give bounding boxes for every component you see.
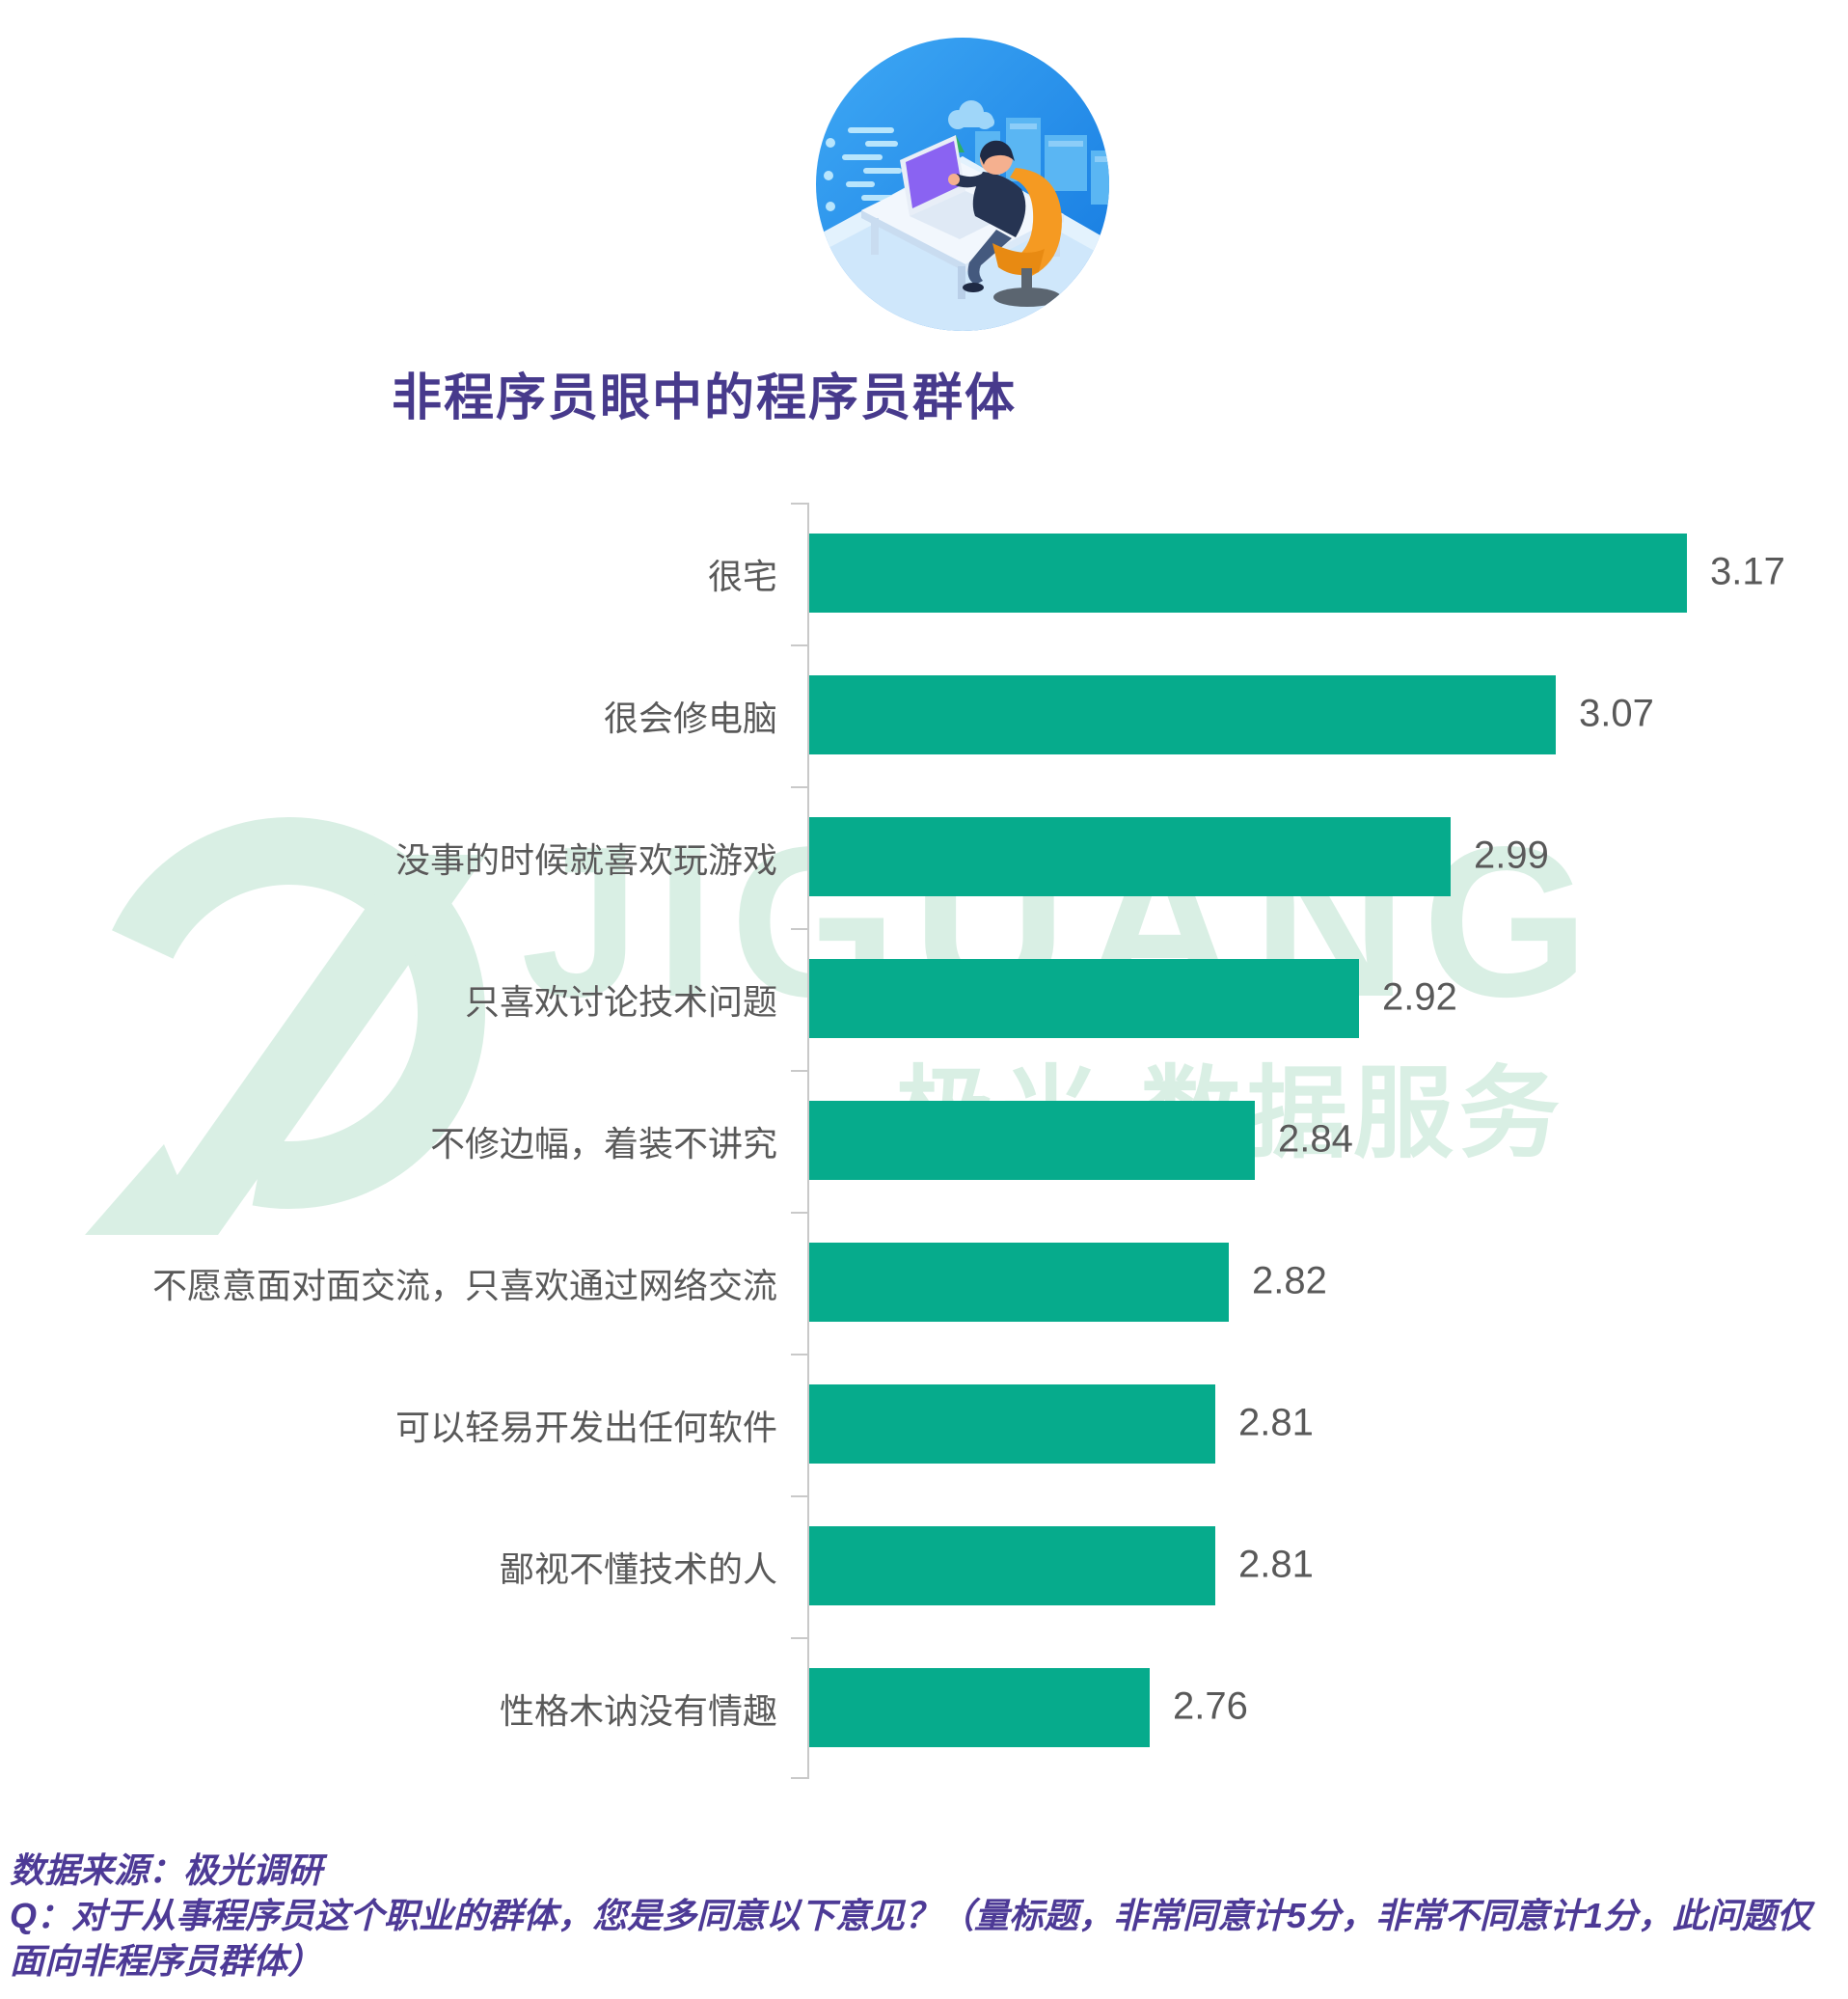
person (948, 140, 1026, 292)
value-label: 2.99 (1474, 834, 1549, 877)
person-legs (967, 230, 1012, 285)
axis-tick (791, 1637, 807, 1639)
axis-tick (791, 1354, 807, 1355)
page-title: 非程序员眼中的程序员群体 (391, 370, 1017, 426)
person-torso (972, 172, 1026, 237)
person-hand (948, 174, 960, 185)
category-label: 只喜欢讨论技术问题 (464, 981, 777, 1022)
value-label: 3.17 (1710, 550, 1785, 593)
axis-tick (791, 1777, 807, 1779)
axis-tick (791, 644, 807, 646)
building-highlights (1010, 123, 1109, 162)
programmer-illustration (813, 35, 1112, 334)
bar (809, 1243, 1229, 1322)
bar-row: 没事的时候就喜欢玩游戏 2.99 (0, 786, 1848, 928)
chair-back (1000, 168, 1062, 278)
y-axis-line (807, 503, 809, 1779)
programmer-illustration-svg (816, 38, 1109, 331)
bar-row: 可以轻易开发出任何软件 2.81 (0, 1354, 1848, 1495)
survey-question-note: Q：对于从事程序员这个职业的群体，您是多同意以下意见？（量标题，非常同意计5分，… (10, 1895, 1812, 1981)
chair-seat (992, 243, 1045, 276)
value-label: 2.84 (1278, 1117, 1353, 1161)
bar (809, 675, 1556, 754)
value-label: 2.82 (1252, 1259, 1327, 1302)
chair (992, 168, 1062, 307)
bar (809, 1384, 1215, 1464)
bar-row: 不修边幅，着装不讲究 2.84 (0, 1070, 1848, 1212)
bar-row: 鄙视不懂技术的人 2.81 (0, 1495, 1848, 1637)
bar (809, 1101, 1255, 1180)
axis-tick (791, 786, 807, 788)
cloud-icon (948, 100, 994, 129)
bar-row: 不愿意面对面交流，只喜欢通过网络交流 2.82 (0, 1212, 1848, 1354)
category-label: 鄙视不懂技术的人 (499, 1548, 777, 1589)
bar-row: 很宅 3.17 (0, 503, 1848, 644)
axis-tick (791, 928, 807, 930)
person-shoe (963, 283, 984, 292)
category-label: 没事的时候就喜欢玩游戏 (394, 839, 777, 880)
category-label: 很会修电脑 (603, 698, 777, 738)
value-label: 2.92 (1382, 975, 1457, 1019)
category-label: 不愿意面对面交流，只喜欢通过网络交流 (151, 1265, 777, 1305)
bar (809, 534, 1687, 613)
bar-row: 只喜欢讨论技术问题 2.92 (0, 928, 1848, 1070)
value-label: 2.76 (1173, 1684, 1248, 1728)
category-label: 很宅 (707, 556, 777, 596)
bar (809, 1526, 1215, 1605)
value-label: 3.07 (1579, 692, 1654, 735)
chair-base (993, 288, 1061, 307)
value-label: 2.81 (1238, 1543, 1314, 1586)
bar-row: 性格木讷没有情趣 2.76 (0, 1637, 1848, 1779)
person-arm (953, 172, 989, 188)
axis-tick (791, 1070, 807, 1072)
bar (809, 959, 1359, 1038)
bar (809, 1668, 1150, 1747)
axis-tick (791, 503, 807, 505)
data-source-note: 数据来源：极光调研 (10, 1850, 323, 1890)
footer-notes: 数据来源：极光调研 Q：对于从事程序员这个职业的群体，您是多同意以下意见？（量标… (10, 1848, 1840, 1984)
bar (809, 817, 1451, 896)
person-hair (980, 140, 1015, 165)
bar-row: 很会修电脑 3.07 (0, 644, 1848, 786)
chair-stem (1021, 268, 1032, 293)
value-label: 2.81 (1238, 1401, 1314, 1444)
category-label: 性格木讷没有情趣 (499, 1690, 777, 1731)
axis-tick (791, 1495, 807, 1497)
bar-chart: 很宅 3.17 很会修电脑 3.07 没事的时候就喜欢玩游戏 2.99 只喜欢讨论技术问题 2… (0, 503, 1848, 1779)
category-label: 可以轻易开发出任何软件 (394, 1407, 777, 1447)
category-label: 不修边幅，着装不讲究 (429, 1123, 777, 1164)
axis-tick (791, 1212, 807, 1214)
